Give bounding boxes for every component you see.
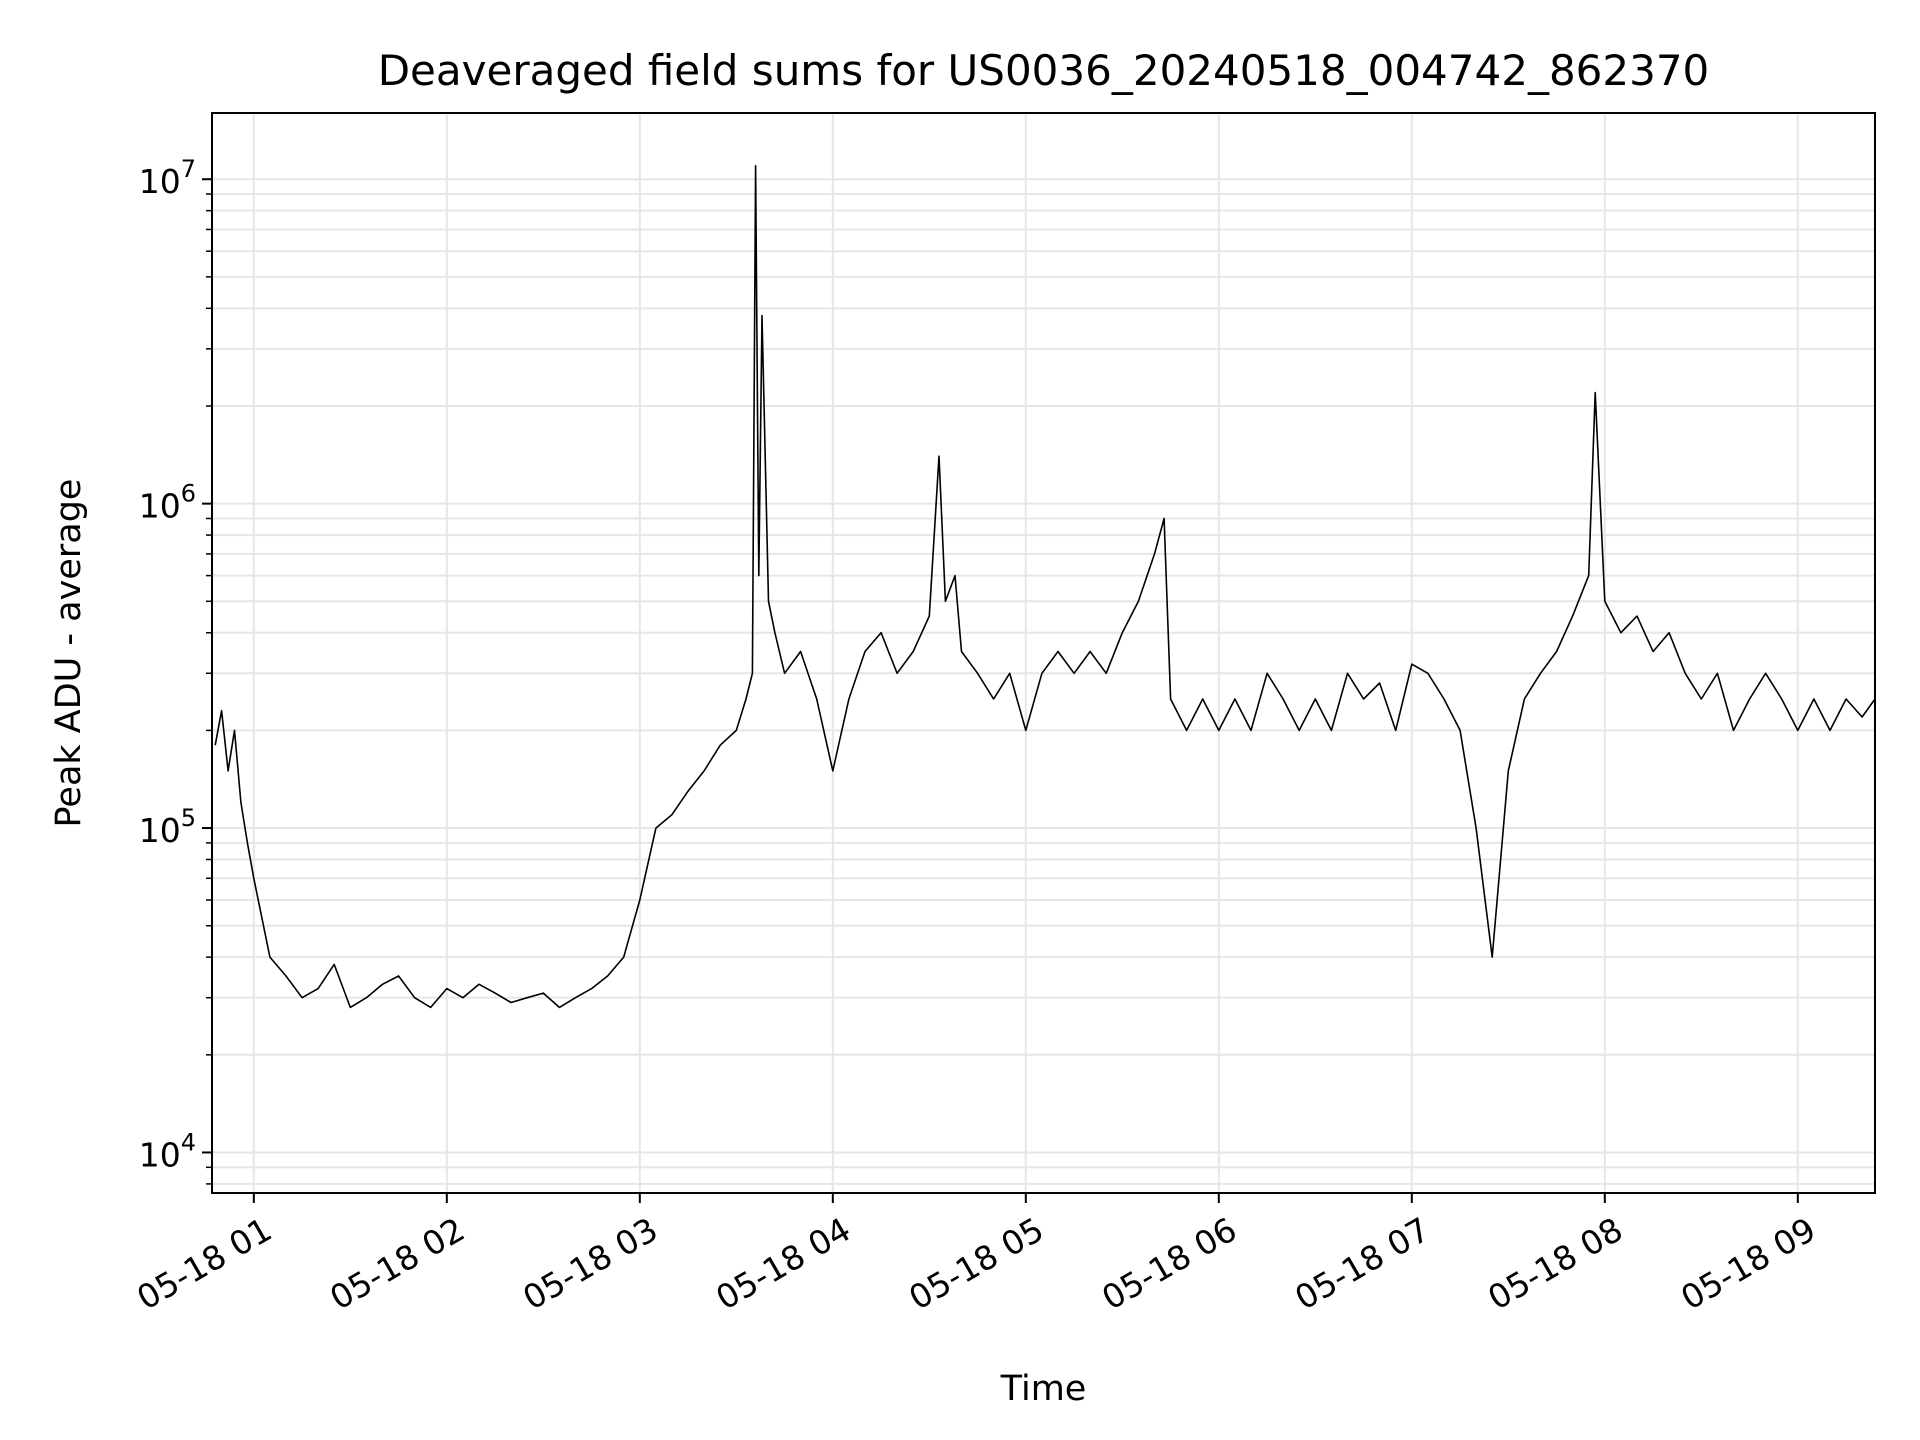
x-axis-label: Time xyxy=(1000,1369,1087,1409)
y-axis: 104 105 106 107 xyxy=(139,155,212,1185)
plot-frame xyxy=(211,112,1876,1194)
y-axis-label: Peak ADU - average xyxy=(49,479,89,828)
y-tick-label: 106 xyxy=(139,480,196,526)
y-tick-label: 104 xyxy=(139,1128,196,1174)
chart-title: Deaveraged field sums for US0036_2024051… xyxy=(378,46,1710,95)
y-tick-label: 105 xyxy=(139,804,196,850)
grid-lines xyxy=(212,113,1875,1193)
series-line xyxy=(214,165,1876,1009)
y-tick-label: 107 xyxy=(139,155,196,201)
series-lines xyxy=(214,165,1876,1009)
